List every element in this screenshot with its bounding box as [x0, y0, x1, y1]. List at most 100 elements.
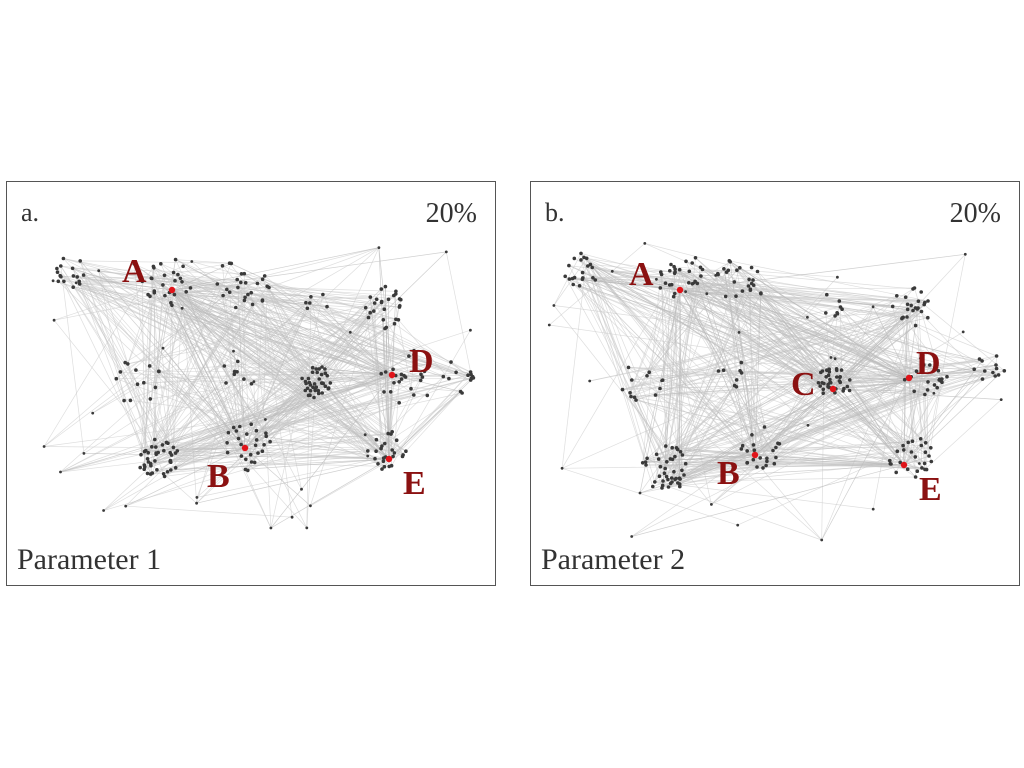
hub-label-d: D — [409, 343, 434, 380]
graph-node — [560, 466, 564, 470]
graph-node — [726, 268, 731, 273]
graph-node — [222, 364, 227, 368]
graph-node — [147, 364, 152, 368]
graph-node — [249, 422, 253, 426]
graph-node — [58, 273, 62, 278]
graph-edge — [836, 300, 919, 371]
graph-node — [308, 393, 312, 397]
graph-node — [913, 455, 918, 459]
graph-node — [122, 398, 126, 403]
graph-node — [397, 401, 402, 405]
graph-node — [824, 375, 828, 379]
graph-edge — [583, 257, 821, 373]
graph-edge — [60, 460, 155, 473]
graph-node — [239, 272, 244, 276]
graph-edge — [628, 367, 926, 470]
graph-node — [738, 266, 742, 270]
graph-edge — [692, 283, 930, 366]
hub-edge — [391, 293, 397, 376]
graph-node — [833, 357, 837, 361]
graph-node — [666, 477, 670, 482]
hub-edge — [270, 458, 390, 529]
graph-node — [382, 307, 387, 311]
graph-node — [906, 440, 910, 445]
hub-edge — [679, 377, 910, 485]
graph-node — [138, 465, 142, 470]
graph-node — [59, 264, 63, 268]
graph-node — [392, 451, 397, 455]
graph-node — [394, 289, 398, 294]
graph-node — [818, 384, 822, 388]
hub-edge — [171, 289, 429, 364]
graph-edge — [583, 257, 719, 372]
graph-node — [567, 277, 572, 281]
graph-node — [734, 378, 739, 382]
graph-edge — [83, 274, 376, 459]
graph-edge — [750, 287, 915, 290]
graph-node — [323, 371, 328, 375]
hub-label-b: B — [717, 455, 740, 492]
graph-node — [304, 300, 308, 305]
graph-node — [751, 278, 755, 282]
graph-node — [382, 464, 387, 469]
graph-node — [994, 366, 999, 371]
graph-node — [572, 256, 577, 261]
graph-node — [153, 459, 157, 463]
graph-node — [552, 304, 556, 307]
graph-node — [571, 282, 575, 287]
hub-node-e — [385, 455, 393, 463]
hub-edge — [171, 289, 311, 396]
graph-edge — [216, 283, 267, 437]
hub-edge — [735, 296, 756, 456]
graph-node — [833, 314, 837, 318]
hub-edge — [151, 277, 390, 460]
hub-edge — [754, 440, 913, 456]
hub-edge — [679, 253, 966, 291]
graph-node — [734, 294, 738, 298]
graph-node — [629, 394, 633, 399]
graph-node — [820, 369, 825, 373]
hub-edge — [903, 360, 983, 466]
graph-node — [683, 461, 688, 466]
graph-node — [176, 272, 180, 277]
hub-edge — [582, 278, 834, 390]
graph-node — [895, 449, 900, 454]
graph-node — [323, 367, 327, 371]
graph-node — [821, 391, 825, 395]
graph-node — [250, 302, 255, 307]
graph-node — [71, 285, 75, 289]
hub-edge — [388, 391, 392, 460]
graph-node — [227, 290, 232, 294]
graph-edge — [223, 295, 400, 308]
graph-node — [234, 305, 238, 310]
graph-node — [705, 292, 709, 296]
graph-edge — [553, 253, 582, 306]
graph-node — [325, 373, 330, 378]
graph-edge — [725, 296, 929, 302]
graph-edge — [775, 378, 983, 458]
graph-node — [162, 448, 166, 453]
graph-node — [326, 386, 331, 391]
graph-node — [399, 377, 404, 381]
graph-edge — [76, 282, 323, 368]
graph-edge — [181, 281, 308, 529]
graph-node — [383, 370, 388, 374]
graph-edge — [631, 463, 775, 537]
hub-node-b — [751, 451, 759, 459]
graph-node — [668, 481, 673, 486]
graph-node — [243, 281, 248, 285]
graph-node — [383, 284, 388, 289]
graph-node — [667, 283, 672, 287]
graph-node — [658, 286, 663, 290]
graph-edge — [915, 254, 966, 309]
graph-node — [249, 460, 254, 464]
graph-node — [154, 445, 158, 449]
graph-node — [668, 457, 673, 461]
graph-edge — [177, 433, 389, 452]
graph-node — [264, 418, 267, 421]
graph-edge — [233, 302, 382, 428]
graph-edge — [60, 378, 245, 473]
hub-edge — [173, 447, 390, 460]
graph-node — [317, 367, 322, 371]
graph-node — [374, 449, 378, 454]
